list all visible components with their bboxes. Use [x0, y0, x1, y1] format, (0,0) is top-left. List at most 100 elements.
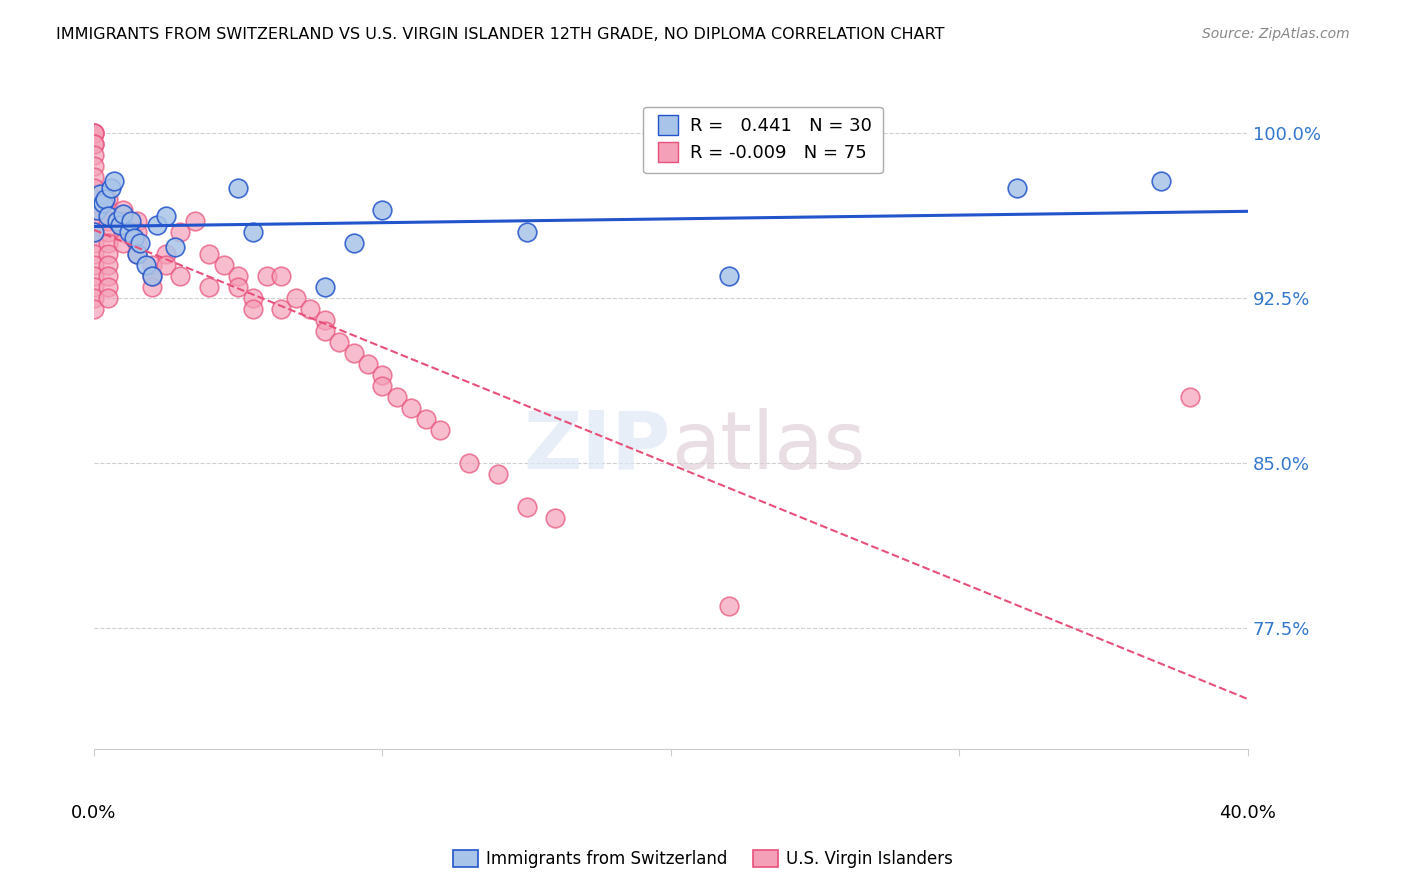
Point — [83, 202, 105, 217]
Point — [371, 368, 394, 382]
Point — [299, 301, 322, 316]
Point — [83, 291, 105, 305]
Point — [146, 218, 169, 232]
Point — [97, 209, 120, 223]
Point — [97, 235, 120, 250]
Point — [155, 246, 177, 260]
Point — [83, 301, 105, 316]
Point — [342, 235, 364, 250]
Point — [83, 147, 105, 161]
Point — [83, 279, 105, 293]
Point — [83, 159, 105, 173]
Point — [544, 511, 567, 525]
Point — [89, 187, 111, 202]
Point — [108, 218, 131, 232]
Point — [155, 209, 177, 223]
Point — [314, 324, 336, 338]
Point — [117, 225, 139, 239]
Point — [83, 213, 105, 227]
Point — [415, 412, 437, 426]
Point — [127, 246, 149, 260]
Point — [135, 258, 157, 272]
Legend: Immigrants from Switzerland, U.S. Virgin Islanders: Immigrants from Switzerland, U.S. Virgin… — [446, 843, 960, 875]
Point — [120, 213, 142, 227]
Point — [198, 246, 221, 260]
Point — [97, 246, 120, 260]
Text: Source: ZipAtlas.com: Source: ZipAtlas.com — [1202, 27, 1350, 41]
Text: ZIP: ZIP — [523, 408, 671, 486]
Text: 40.0%: 40.0% — [1219, 805, 1277, 822]
Point — [163, 240, 186, 254]
Point — [127, 225, 149, 239]
Point — [212, 258, 235, 272]
Point — [141, 279, 163, 293]
Point — [105, 213, 128, 227]
Point — [97, 192, 120, 206]
Point — [486, 467, 509, 481]
Point — [717, 268, 740, 283]
Text: 0.0%: 0.0% — [72, 805, 117, 822]
Point — [155, 258, 177, 272]
Point — [458, 456, 481, 470]
Point — [270, 268, 292, 283]
Point — [83, 268, 105, 283]
Point — [270, 301, 292, 316]
Point — [198, 279, 221, 293]
Point — [83, 258, 105, 272]
Point — [1005, 180, 1028, 194]
Point — [83, 225, 105, 239]
Point — [141, 268, 163, 283]
Point — [127, 213, 149, 227]
Point — [111, 225, 134, 239]
Point — [1178, 390, 1201, 404]
Point — [111, 235, 134, 250]
Point — [111, 213, 134, 227]
Legend: R =   0.441   N = 30, R = -0.009   N = 75: R = 0.441 N = 30, R = -0.009 N = 75 — [644, 107, 883, 173]
Point — [429, 423, 451, 437]
Point — [169, 268, 191, 283]
Point — [242, 291, 264, 305]
Text: atlas: atlas — [671, 408, 865, 486]
Point — [516, 500, 538, 514]
Point — [129, 235, 152, 250]
Point — [83, 126, 105, 140]
Point — [83, 126, 105, 140]
Point — [83, 180, 105, 194]
Point — [127, 246, 149, 260]
Point — [717, 599, 740, 613]
Point — [226, 268, 249, 283]
Point — [97, 225, 120, 239]
Point — [100, 180, 122, 194]
Point — [111, 207, 134, 221]
Point — [242, 225, 264, 239]
Point — [399, 401, 422, 415]
Point — [103, 174, 125, 188]
Point — [97, 213, 120, 227]
Point — [94, 192, 117, 206]
Point — [83, 136, 105, 151]
Point — [83, 136, 105, 151]
Point — [83, 225, 105, 239]
Point — [83, 246, 105, 260]
Point — [242, 301, 264, 316]
Point — [226, 180, 249, 194]
Point — [256, 268, 278, 283]
Point — [1150, 174, 1173, 188]
Point — [226, 279, 249, 293]
Point — [314, 312, 336, 326]
Point — [97, 291, 120, 305]
Point — [127, 235, 149, 250]
Text: IMMIGRANTS FROM SWITZERLAND VS U.S. VIRGIN ISLANDER 12TH GRADE, NO DIPLOMA CORRE: IMMIGRANTS FROM SWITZERLAND VS U.S. VIRG… — [56, 27, 945, 42]
Point — [184, 213, 207, 227]
Point — [83, 235, 105, 250]
Point — [314, 279, 336, 293]
Point — [83, 169, 105, 184]
Point — [86, 202, 108, 217]
Point — [83, 192, 105, 206]
Point — [141, 258, 163, 272]
Point — [385, 390, 408, 404]
Point — [284, 291, 307, 305]
Point — [371, 378, 394, 392]
Point — [97, 268, 120, 283]
Point — [516, 225, 538, 239]
